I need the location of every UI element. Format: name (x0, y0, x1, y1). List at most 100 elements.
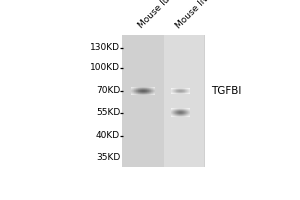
Bar (174, 115, 175, 116)
Bar (185, 116, 186, 117)
Bar (137, 91, 138, 92)
Bar (182, 109, 183, 110)
Bar (181, 111, 182, 112)
Text: 100KD: 100KD (90, 63, 120, 72)
Bar (176, 108, 177, 109)
Bar (136, 94, 137, 95)
Bar (143, 93, 144, 94)
Bar (153, 92, 154, 93)
Bar (144, 88, 145, 89)
Bar (154, 88, 155, 89)
Bar (148, 88, 149, 89)
Bar (148, 94, 149, 95)
Bar (178, 111, 179, 112)
Bar (154, 87, 155, 88)
Text: 130KD: 130KD (90, 43, 120, 52)
Bar (133, 88, 134, 89)
Bar (131, 92, 132, 93)
Bar (151, 93, 152, 94)
Bar (132, 94, 133, 95)
Bar (173, 108, 174, 109)
Bar (138, 94, 139, 95)
Bar (132, 89, 133, 90)
Bar (175, 112, 176, 113)
Bar (153, 94, 154, 95)
Text: 55KD: 55KD (96, 108, 120, 117)
Bar (182, 111, 183, 112)
Bar (134, 87, 135, 88)
Bar (189, 110, 190, 111)
Bar (142, 90, 143, 91)
Bar (132, 87, 133, 88)
Bar (173, 114, 174, 115)
Bar (177, 114, 178, 115)
Bar (144, 94, 145, 95)
Bar (187, 114, 188, 115)
Bar (174, 114, 175, 115)
Bar (180, 110, 181, 111)
Bar (185, 115, 186, 116)
Bar (154, 91, 155, 92)
Bar (146, 87, 147, 88)
Bar (145, 93, 146, 94)
Bar (174, 112, 175, 113)
Bar (135, 89, 136, 90)
Bar (174, 111, 175, 112)
Bar (146, 89, 147, 90)
Bar (174, 110, 175, 111)
Bar (184, 111, 185, 112)
Bar (181, 115, 182, 116)
Bar (148, 90, 149, 91)
Bar (142, 88, 143, 89)
Bar (188, 109, 189, 110)
Bar (135, 91, 136, 92)
Bar (131, 91, 132, 92)
Bar (133, 91, 134, 92)
Bar (132, 91, 133, 92)
Bar (140, 91, 141, 92)
Bar (183, 111, 184, 112)
Bar (187, 109, 188, 110)
Bar (147, 93, 148, 94)
Bar (136, 92, 137, 93)
Bar (172, 110, 173, 111)
Bar (172, 112, 173, 113)
Bar (150, 94, 151, 95)
Bar (189, 108, 190, 109)
Bar (136, 88, 137, 89)
Bar (188, 113, 189, 114)
Bar (138, 90, 139, 91)
Bar (140, 90, 141, 91)
Bar (131, 88, 132, 89)
Bar (138, 93, 139, 94)
Bar (137, 92, 138, 93)
Bar (145, 94, 146, 95)
Bar (137, 89, 138, 90)
Bar (178, 115, 179, 116)
Bar (175, 109, 176, 110)
Bar (134, 88, 135, 89)
Bar (152, 94, 153, 95)
Bar (179, 110, 180, 111)
Bar (147, 87, 148, 88)
Text: Mouse liver: Mouse liver (174, 0, 217, 30)
Bar (179, 111, 180, 112)
Bar (184, 108, 185, 109)
Bar (182, 114, 183, 115)
Bar (179, 115, 180, 116)
Bar (142, 91, 143, 92)
Bar (175, 111, 176, 112)
Bar (144, 89, 145, 90)
Bar (151, 87, 152, 88)
Bar (148, 87, 149, 88)
Bar (177, 109, 178, 110)
Bar (149, 87, 150, 88)
Bar (175, 114, 176, 115)
Bar (143, 91, 144, 92)
Bar (172, 109, 173, 110)
Bar (186, 115, 187, 116)
Bar (182, 112, 183, 113)
Bar (187, 115, 188, 116)
Bar (186, 109, 187, 110)
Bar (174, 109, 175, 110)
